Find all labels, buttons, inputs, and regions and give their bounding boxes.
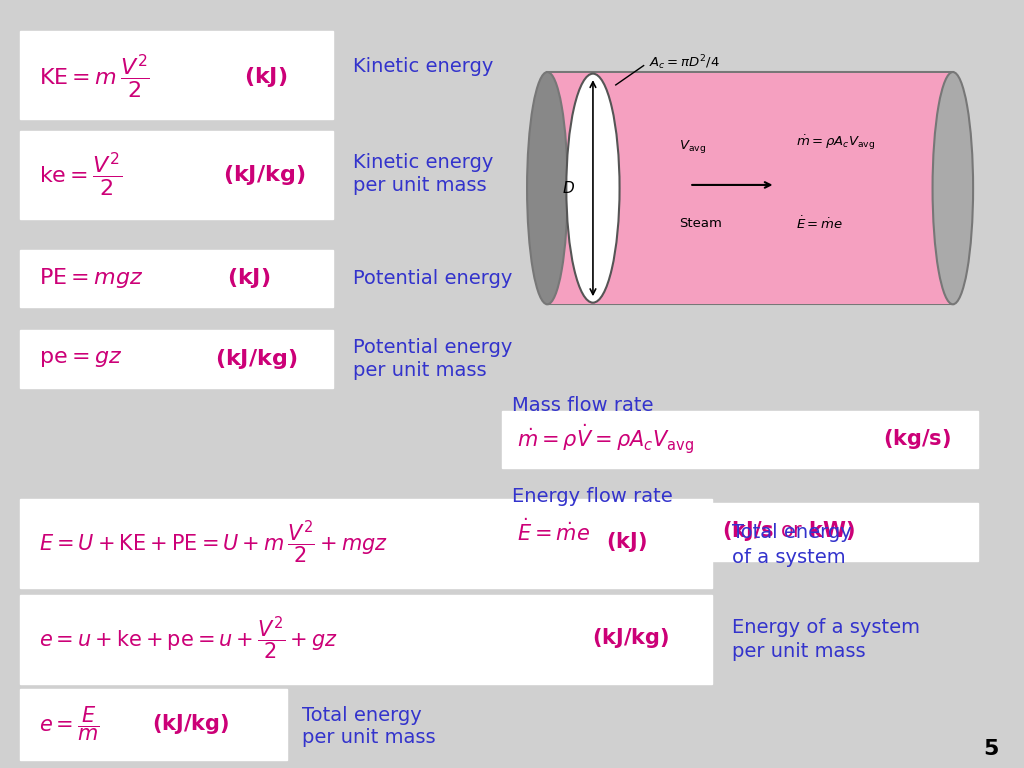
Text: $\mathbf{(kJ/kg)}$: $\mathbf{(kJ/kg)}$ <box>223 163 305 187</box>
Text: $e = \dfrac{E}{m}$: $e = \dfrac{E}{m}$ <box>39 705 99 743</box>
FancyBboxPatch shape <box>20 330 333 388</box>
Text: Total energy: Total energy <box>732 524 852 542</box>
Text: $\mathrm{pe} = gz$: $\mathrm{pe} = gz$ <box>39 349 122 369</box>
Text: $\dot{E} = \dot{m}e$: $\dot{E} = \dot{m}e$ <box>517 518 590 545</box>
Text: Energy flow rate: Energy flow rate <box>512 487 673 505</box>
Text: Mass flow rate: Mass flow rate <box>512 396 653 415</box>
Text: $\mathbf{(kJ)}$: $\mathbf{(kJ)}$ <box>227 266 270 290</box>
Text: $\mathrm{PE} = mgz$: $\mathrm{PE} = mgz$ <box>39 266 143 290</box>
FancyBboxPatch shape <box>20 499 712 588</box>
FancyBboxPatch shape <box>20 689 287 760</box>
Text: 5: 5 <box>983 739 998 759</box>
Text: $\mathbf{(kJ/s\ \mathrm{or}\ kW)}$: $\mathbf{(kJ/s\ \mathrm{or}\ kW)}$ <box>722 519 855 544</box>
Text: of a system: of a system <box>732 548 846 567</box>
Text: $\mathbf{(kJ/kg)}$: $\mathbf{(kJ/kg)}$ <box>152 712 229 737</box>
Text: $\mathrm{ke} = \dfrac{V^2}{2}$: $\mathrm{ke} = \dfrac{V^2}{2}$ <box>39 151 122 199</box>
FancyBboxPatch shape <box>20 131 333 219</box>
FancyBboxPatch shape <box>20 595 712 684</box>
FancyBboxPatch shape <box>20 250 333 307</box>
Text: Potential energy: Potential energy <box>353 338 513 356</box>
Text: per unit mass: per unit mass <box>302 728 435 746</box>
Text: Potential energy: Potential energy <box>353 269 513 287</box>
FancyBboxPatch shape <box>502 411 978 468</box>
Text: per unit mass: per unit mass <box>353 177 486 195</box>
Text: $\mathbf{(kJ/kg)}$: $\mathbf{(kJ/kg)}$ <box>215 346 297 371</box>
Text: $\mathrm{KE} = m\,\dfrac{V^2}{2}$: $\mathrm{KE} = m\,\dfrac{V^2}{2}$ <box>39 53 150 101</box>
Text: per unit mass: per unit mass <box>732 642 865 660</box>
Text: Energy of a system: Energy of a system <box>732 618 921 637</box>
Text: $\mathbf{(kJ)}$: $\mathbf{(kJ)}$ <box>244 65 287 89</box>
FancyBboxPatch shape <box>502 503 978 561</box>
FancyBboxPatch shape <box>20 31 333 119</box>
Text: Kinetic energy: Kinetic energy <box>353 154 494 172</box>
Text: $\mathbf{(kg/s)}$: $\mathbf{(kg/s)}$ <box>883 427 951 452</box>
Text: per unit mass: per unit mass <box>353 361 486 379</box>
Text: $\mathbf{(kJ/kg)}$: $\mathbf{(kJ/kg)}$ <box>592 626 670 650</box>
Text: $\mathbf{(kJ)}$: $\mathbf{(kJ)}$ <box>606 530 647 554</box>
Text: $\dot{m} = \rho\dot{V} = \rho A_c V_{\mathrm{avg}}$: $\dot{m} = \rho\dot{V} = \rho A_c V_{\ma… <box>517 422 694 456</box>
Text: $e = u + \mathrm{ke} + \mathrm{pe} = u + \dfrac{V^2}{2} + gz$: $e = u + \mathrm{ke} + \mathrm{pe} = u +… <box>39 614 338 662</box>
Text: Total energy: Total energy <box>302 707 422 725</box>
Text: Kinetic energy: Kinetic energy <box>353 58 494 76</box>
Text: $E = U + \mathrm{KE} + \mathrm{PE} = U + m\,\dfrac{V^2}{2} + mgz$: $E = U + \mathrm{KE} + \mathrm{PE} = U +… <box>39 518 388 566</box>
